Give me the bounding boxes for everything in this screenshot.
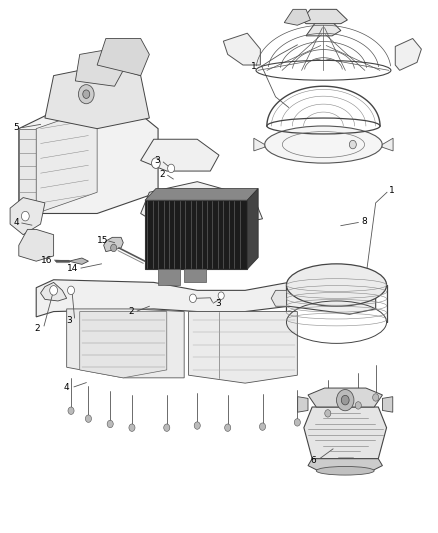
Text: 3: 3 — [154, 156, 160, 165]
Circle shape — [164, 424, 170, 431]
Bar — [145, 200, 247, 269]
Circle shape — [325, 410, 331, 417]
Circle shape — [85, 415, 92, 422]
Polygon shape — [298, 397, 308, 412]
Text: 5: 5 — [13, 123, 19, 132]
Circle shape — [341, 395, 349, 405]
Polygon shape — [308, 459, 382, 471]
Polygon shape — [188, 312, 297, 383]
Circle shape — [225, 424, 231, 431]
Circle shape — [218, 292, 224, 300]
Polygon shape — [80, 312, 167, 378]
Text: 1: 1 — [389, 186, 395, 195]
Polygon shape — [36, 108, 97, 214]
Circle shape — [355, 402, 361, 409]
Circle shape — [111, 244, 117, 252]
Circle shape — [189, 294, 196, 303]
Polygon shape — [19, 128, 36, 203]
Polygon shape — [308, 388, 382, 407]
Ellipse shape — [316, 466, 374, 475]
Polygon shape — [254, 138, 265, 151]
Text: 6: 6 — [310, 456, 316, 465]
Polygon shape — [302, 10, 347, 23]
Text: 2: 2 — [128, 307, 134, 316]
Circle shape — [373, 394, 379, 401]
Circle shape — [49, 286, 57, 295]
Circle shape — [148, 201, 155, 211]
Polygon shape — [304, 407, 387, 459]
Text: 16: 16 — [41, 256, 53, 265]
Polygon shape — [382, 138, 393, 151]
Text: 3: 3 — [67, 316, 72, 325]
Text: 15: 15 — [97, 236, 109, 245]
Text: 2: 2 — [35, 324, 40, 333]
Polygon shape — [104, 237, 123, 252]
Circle shape — [259, 423, 265, 430]
Circle shape — [83, 90, 90, 99]
Text: 4: 4 — [14, 218, 19, 227]
Text: 4: 4 — [64, 383, 70, 392]
Polygon shape — [19, 108, 158, 214]
Circle shape — [152, 158, 160, 168]
Polygon shape — [158, 269, 180, 285]
Ellipse shape — [286, 264, 387, 306]
Polygon shape — [284, 10, 311, 25]
Polygon shape — [306, 17, 341, 36]
Polygon shape — [247, 189, 258, 269]
Circle shape — [129, 424, 135, 431]
Circle shape — [350, 140, 356, 149]
Polygon shape — [67, 309, 184, 378]
Text: 1: 1 — [251, 62, 257, 70]
Circle shape — [78, 85, 94, 104]
Circle shape — [21, 212, 29, 221]
Circle shape — [168, 164, 175, 173]
Polygon shape — [10, 198, 45, 235]
Polygon shape — [382, 397, 393, 412]
Ellipse shape — [265, 126, 382, 163]
Polygon shape — [41, 282, 67, 301]
Polygon shape — [145, 189, 258, 200]
Text: 3: 3 — [215, 299, 221, 308]
Polygon shape — [75, 49, 123, 86]
Polygon shape — [395, 38, 421, 70]
Polygon shape — [69, 258, 88, 264]
Polygon shape — [97, 38, 149, 76]
Circle shape — [194, 422, 200, 429]
Polygon shape — [141, 139, 219, 171]
Text: 14: 14 — [67, 264, 78, 273]
Polygon shape — [271, 290, 286, 306]
Circle shape — [336, 390, 354, 411]
Polygon shape — [184, 269, 206, 282]
Text: 8: 8 — [361, 217, 367, 226]
Polygon shape — [223, 33, 260, 65]
Polygon shape — [19, 229, 53, 261]
Circle shape — [211, 198, 219, 208]
Polygon shape — [36, 280, 376, 317]
Circle shape — [67, 286, 74, 295]
Circle shape — [68, 407, 74, 415]
Text: 2: 2 — [159, 170, 165, 179]
Polygon shape — [141, 182, 262, 229]
Polygon shape — [45, 65, 149, 128]
Circle shape — [294, 419, 300, 426]
Circle shape — [107, 420, 113, 427]
